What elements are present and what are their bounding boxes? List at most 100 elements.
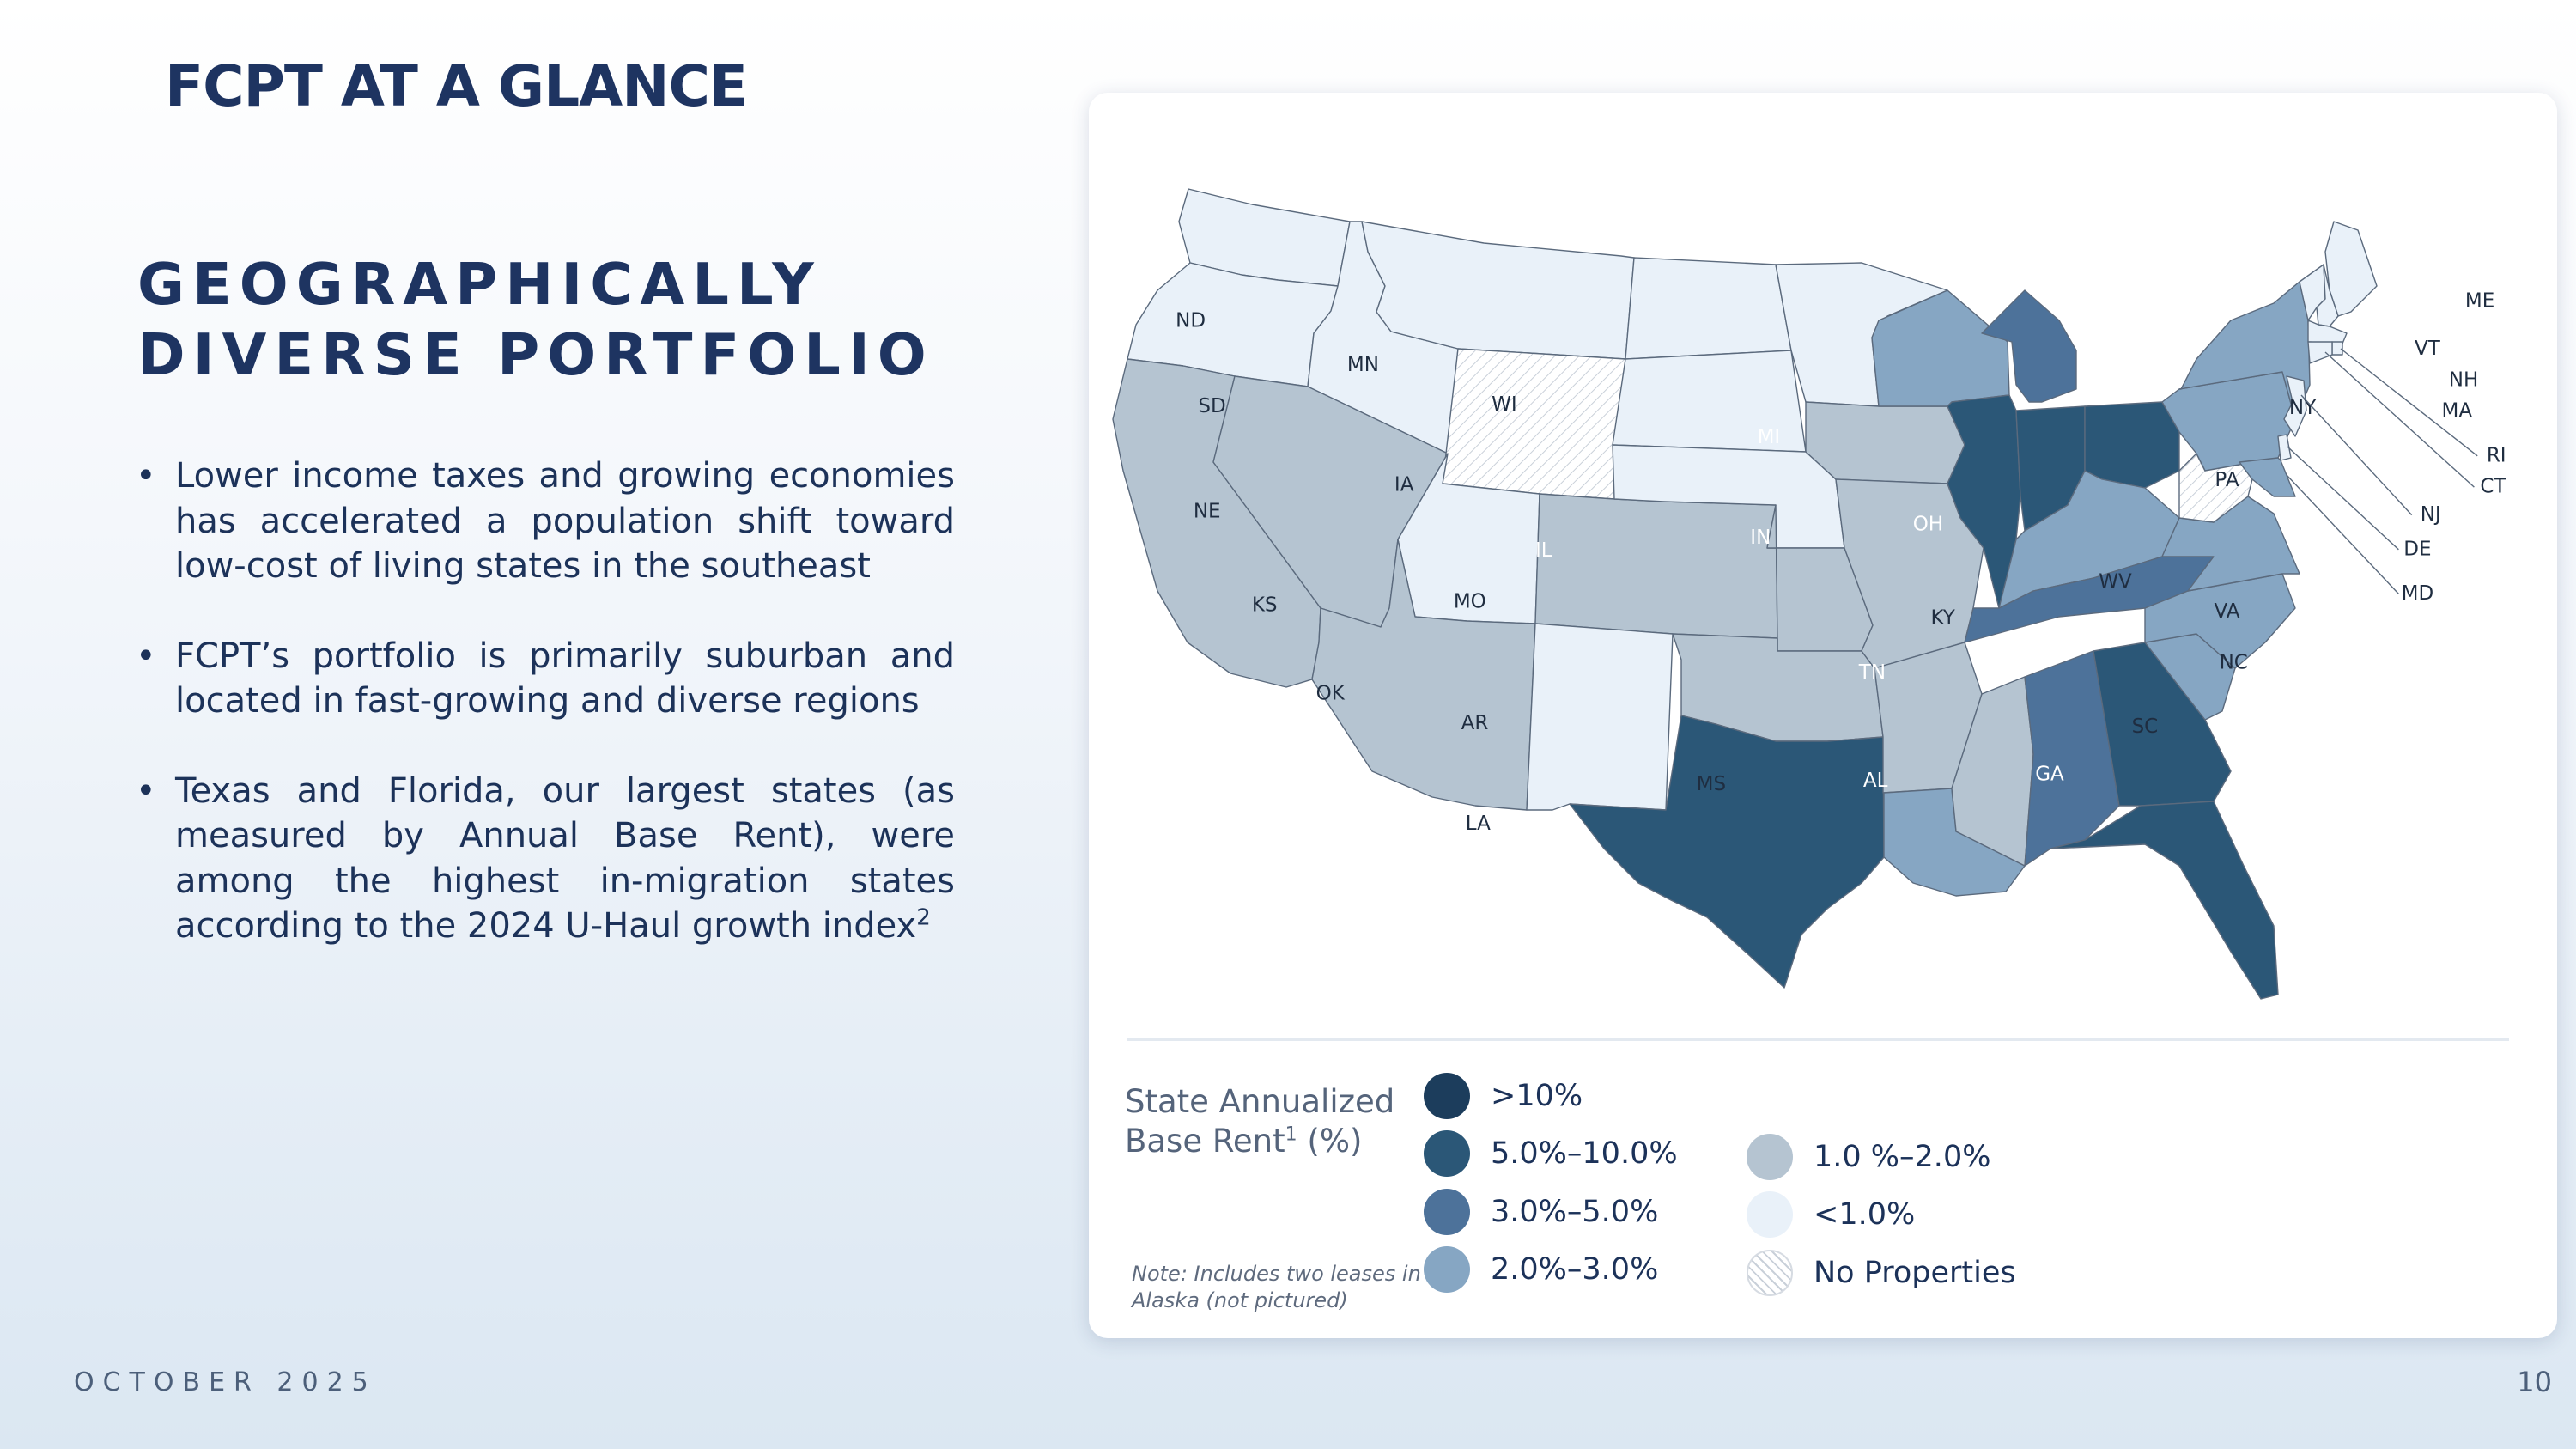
state-label-fl: FL [2181, 912, 2203, 935]
state-label-vt: VT [2415, 338, 2441, 360]
state-il [1947, 394, 2021, 609]
legend-label: 2.0%–3.0% [1491, 1252, 1659, 1287]
state-de [2277, 434, 2292, 461]
state-label-tx: TX [1201, 820, 1228, 843]
state-nd [1625, 257, 1792, 360]
state-label-la: LA [1466, 813, 1491, 835]
state-label-sc: SC [2132, 715, 2159, 738]
state-label-de: DE [2403, 538, 2431, 560]
leader-line-md [2286, 474, 2399, 594]
map-card: WAORCAIDNVMTWYUTAZCONMNDSDNEKSOKTXMNIAMO… [1089, 93, 2557, 1338]
state-mi [1981, 289, 2077, 403]
state-label-ok: OK [1316, 683, 1346, 705]
legend-item-none: No Properties [1747, 1250, 2016, 1296]
state-label-nc: NC [2220, 651, 2248, 673]
state-label-sd: SD [1198, 395, 1225, 417]
legend-label: 1.0 %–2.0% [1814, 1140, 1991, 1174]
legend-label: >10% [1491, 1079, 1583, 1113]
legend-swatch [1424, 1189, 1470, 1235]
leader-line-nj [2300, 394, 2413, 516]
state-md [2239, 457, 2296, 497]
legend-label: 5.0%–10.0% [1491, 1136, 1678, 1171]
legend-swatch [1424, 1073, 1470, 1119]
bullet-list: Lower income taxes and growing economies… [129, 454, 955, 994]
state-label-ct: CT [2480, 476, 2506, 498]
state-label-mn: MN [1347, 354, 1379, 376]
legend-title: State Annualized Base Rent1 (%) [1125, 1082, 1408, 1161]
legend-swatch [1424, 1246, 1470, 1293]
state-nm [1526, 623, 1674, 811]
bullet-text: Texas and Florida, our largest states (a… [175, 770, 955, 947]
legend-divider [1127, 1038, 2509, 1041]
state-ri [2331, 341, 2343, 356]
state-label-oh: OH [1913, 514, 1943, 536]
state-ia [1805, 401, 1965, 484]
bullet-item: Lower income taxes and growing economies… [129, 454, 955, 589]
state-co [1534, 493, 1778, 639]
state-fl [2050, 801, 2279, 1000]
legend-swatch [1747, 1250, 1793, 1296]
page-number: 10 [2517, 1366, 2552, 1398]
state-label-in: IN [1750, 527, 1771, 549]
legend-item-5to10: 5.0%–10.0% [1424, 1130, 1678, 1177]
state-label-ks: KS [1252, 594, 1278, 616]
legend-item-3to5: 3.0%–5.0% [1424, 1189, 1658, 1235]
bullet-text: FCPT’s portfolio is primarily suburban a… [175, 636, 955, 721]
state-label-ga: GA [2035, 763, 2064, 785]
state-label-ri: RI [2487, 444, 2506, 466]
state-oh [2084, 401, 2180, 489]
state-wy [1442, 348, 1626, 500]
legend-label: <1.0% [1814, 1197, 1916, 1232]
state-label-nh: NH [2449, 368, 2479, 391]
legend-swatch [1424, 1130, 1470, 1177]
footnote-ref: 1 [1285, 1123, 1297, 1146]
state-label-ms: MS [1697, 773, 1726, 795]
legend-swatch [1747, 1134, 1793, 1180]
footnote-ref: 2 [916, 904, 931, 931]
state-tx [1569, 715, 1885, 989]
state-label-il: IL [1535, 539, 1552, 562]
state-label-mo: MO [1454, 591, 1486, 613]
legend-title-text: State Annualized Base Rent [1125, 1083, 1395, 1160]
state-label-wv: WV [2099, 571, 2132, 594]
state-label-ne: NE [1194, 500, 1221, 522]
section-heading-line-1: GEOGRAPHICALLY [137, 251, 822, 318]
state-label-ma: MA [2442, 400, 2473, 423]
bullet-item: FCPT’s portfolio is primarily suburban a… [129, 634, 955, 724]
leader-line-ct [2324, 351, 2475, 488]
state-label-ar: AR [1461, 712, 1489, 734]
legend-item-gt10: >10% [1424, 1073, 1583, 1119]
legend-note: Note: Includes two leases in Alaska (not… [1132, 1262, 1421, 1312]
state-label-ky: KY [1930, 607, 1955, 630]
us-map: WAORCAIDNVMTWYUTAZCONMNDSDNEKSOKTXMNIAMO… [1112, 188, 2506, 1000]
state-label-ia: IA [1394, 474, 1414, 496]
state-label-md: MD [2402, 582, 2434, 605]
legend-title-unit: (%) [1297, 1123, 1363, 1160]
legend-label: No Properties [1814, 1256, 2016, 1290]
page-title: FCPT AT A GLANCE [165, 53, 748, 119]
state-label-pa: PA [2215, 469, 2239, 491]
state-az [1311, 539, 1536, 811]
state-label-al: AL [1863, 770, 1888, 792]
section-heading: GEOGRAPHICALLY DIVERSE PORTFOLIO [137, 249, 934, 390]
legend-swatch [1747, 1191, 1793, 1238]
state-label-tn: TN [1858, 661, 1886, 684]
leader-line-de [2287, 446, 2399, 551]
legend-item-lt1: <1.0% [1747, 1191, 1915, 1238]
state-label-nj: NJ [2421, 503, 2441, 526]
legend-item-1to2: 1.0 %–2.0% [1747, 1134, 1990, 1180]
state-label-me: ME [2465, 289, 2494, 312]
state-nj [2283, 375, 2307, 437]
state-ct [2307, 341, 2333, 364]
state-label-nd: ND [1176, 309, 1206, 332]
legend-item-2to3: 2.0%–3.0% [1424, 1246, 1658, 1293]
legend-label: 3.0%–5.0% [1491, 1195, 1659, 1229]
section-heading-line-2: DIVERSE PORTFOLIO [137, 321, 934, 388]
state-label-wi: WI [1492, 393, 1517, 416]
bullet-text: Lower income taxes and growing economies… [175, 456, 955, 586]
leader-line-ri [2340, 348, 2478, 457]
bullet-item: Texas and Florida, our largest states (a… [129, 769, 955, 949]
footer-date: OCTOBER 2025 [74, 1367, 377, 1397]
state-label-mi: MI [1758, 426, 1781, 448]
state-label-va: VA [2215, 600, 2240, 623]
